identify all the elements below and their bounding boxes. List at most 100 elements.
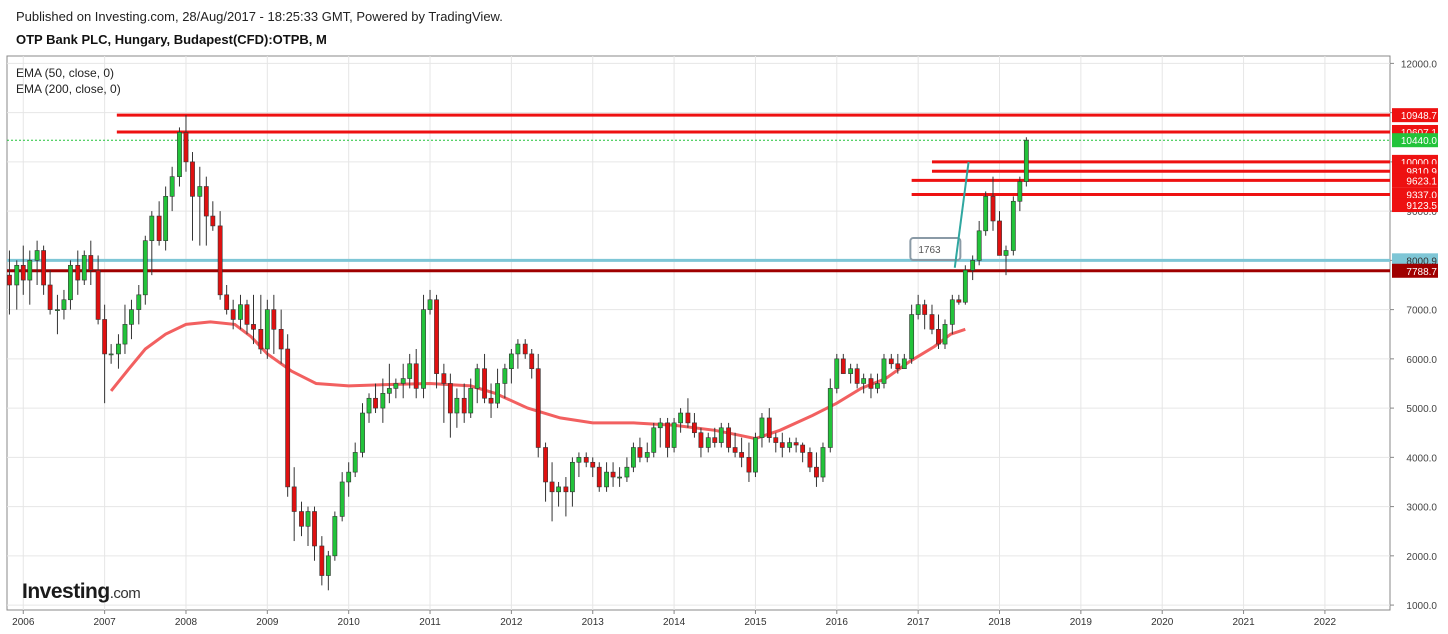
candle-down: [529, 353, 535, 370]
candle-up: [970, 260, 976, 271]
candle-up: [325, 555, 331, 576]
candle-down: [224, 294, 230, 310]
candle-up: [705, 437, 711, 448]
candle-up: [238, 304, 243, 320]
candle-up: [848, 368, 854, 374]
candle-up: [380, 393, 386, 409]
price-label-box: [1392, 133, 1438, 148]
candle-up: [332, 516, 338, 557]
candle-down: [319, 545, 325, 576]
candle-up: [671, 422, 677, 448]
candle-up: [68, 264, 73, 301]
candle-down: [563, 486, 569, 493]
candle-down: [583, 457, 589, 463]
candle-down: [434, 299, 439, 374]
candle-down: [47, 284, 53, 310]
candle-up: [116, 343, 121, 355]
candle-up: [718, 427, 724, 443]
legend-ema200: EMA (200, close, 0): [16, 82, 121, 96]
candle-up: [508, 353, 514, 370]
candle-up: [624, 466, 630, 478]
candle-down: [244, 304, 250, 325]
candle-down: [854, 368, 860, 384]
candle-up: [875, 383, 880, 389]
candle-down: [990, 196, 996, 222]
candle-down: [102, 319, 108, 355]
y-tick-label: 6000.0: [1406, 355, 1437, 366]
candle-down: [75, 264, 81, 281]
x-tick-label: 2012: [500, 617, 523, 628]
candle-up: [556, 486, 561, 493]
candle-up: [305, 511, 311, 527]
y-tick-label: 3000.0: [1406, 503, 1437, 514]
candle-down: [698, 432, 704, 448]
candle-down: [712, 437, 718, 443]
candle-down: [929, 314, 935, 330]
candle-up: [393, 383, 399, 389]
candle-down: [726, 427, 732, 448]
y-tick-label: 2000.0: [1406, 552, 1437, 563]
candle-up: [976, 230, 982, 261]
x-tick-label: 2022: [1314, 617, 1337, 628]
candle-down: [888, 358, 894, 365]
candle-down: [814, 466, 819, 478]
candle-up: [136, 294, 142, 310]
candle-up: [909, 314, 915, 360]
price-label-box: [1392, 173, 1438, 188]
candle-up: [576, 457, 582, 463]
candle-up: [915, 304, 921, 315]
annotations: 1763: [909, 161, 970, 268]
candle-up: [177, 132, 182, 177]
candle-up: [495, 383, 500, 404]
candle-up: [657, 422, 663, 429]
candle-down: [461, 397, 467, 414]
candle-down: [807, 452, 813, 468]
price-label: 10948.7: [1401, 111, 1438, 122]
candle-down: [739, 452, 745, 458]
candle-up: [942, 324, 948, 345]
candle-down: [665, 422, 670, 448]
annotation-box: [909, 237, 962, 262]
x-tick-label: 2017: [907, 617, 930, 628]
candle-down: [535, 368, 541, 448]
x-tick-label: 2020: [1151, 617, 1174, 628]
x-tick-label: 2015: [744, 617, 767, 628]
candle-up: [14, 264, 20, 286]
candle-up: [631, 447, 636, 468]
price-label-box: [1392, 187, 1438, 202]
candle-down: [840, 358, 846, 374]
candle-up: [1017, 181, 1023, 202]
ema50-line: [109, 320, 966, 441]
price-label: 10440.0: [1401, 136, 1438, 147]
candle-up: [386, 388, 392, 394]
candle-up: [366, 397, 372, 414]
candle-down: [441, 373, 447, 384]
candles: [7, 115, 1029, 591]
candle-down: [868, 378, 874, 389]
x-tick-label: 2021: [1232, 617, 1255, 628]
candle-down: [793, 442, 799, 446]
legend-ema50: EMA (50, close, 0): [16, 66, 114, 80]
candle-up: [81, 255, 87, 281]
candle-down: [258, 329, 264, 350]
candle-down: [183, 132, 189, 163]
price-label-box: [1392, 263, 1438, 278]
candle-up: [861, 378, 867, 384]
x-tick-label: 2006: [12, 617, 35, 628]
candle-up: [474, 368, 480, 389]
y-tick-label: 9000.0: [1406, 207, 1437, 218]
x-tick-label: 2019: [1070, 617, 1093, 628]
candle-up: [502, 368, 508, 384]
x-tick-label: 2011: [419, 617, 441, 628]
price-label: 9810.9: [1406, 167, 1437, 178]
candle-up: [962, 269, 968, 303]
chart-title: OTP Bank PLC, Hungary, Budapest(CFD):OTP…: [16, 32, 327, 47]
candle-up: [346, 471, 352, 483]
candle-up: [644, 452, 650, 458]
published-note: Published on Investing.com, 28/Aug/2017 …: [16, 9, 503, 24]
candle-up: [352, 452, 358, 473]
candle-up: [55, 309, 60, 311]
candle-up: [61, 299, 67, 310]
candle-down: [20, 264, 26, 281]
